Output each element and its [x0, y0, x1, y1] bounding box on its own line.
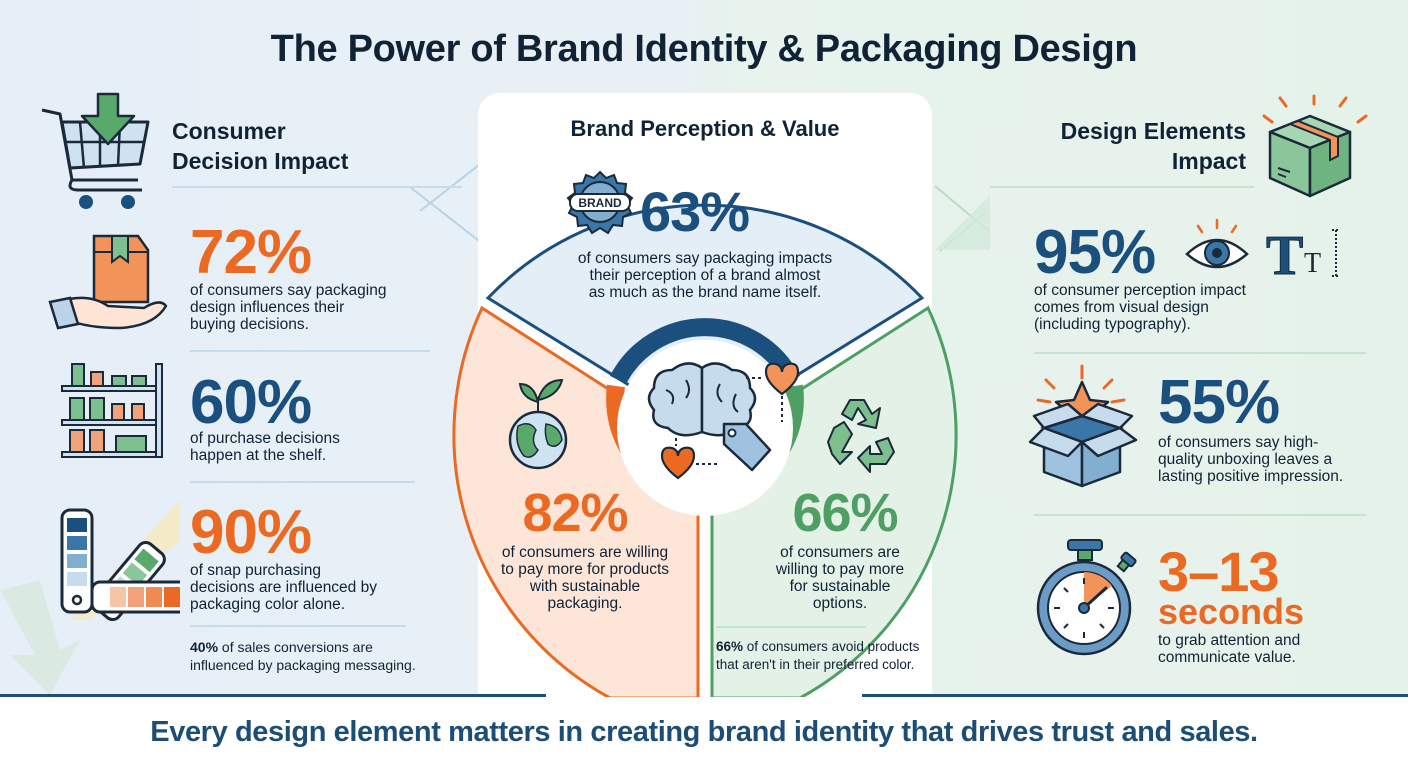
footer-divider-right — [862, 694, 1408, 697]
brand-perception-wheel — [452, 203, 958, 700]
decorative-arrow-icon — [0, 580, 80, 695]
note-preferred-color: 66% of consumers avoid products that are… — [716, 639, 920, 672]
stat-value-90: 90% — [190, 498, 312, 567]
typography-icon: T T — [1266, 225, 1340, 282]
stat-value-seconds: 3–13 — [1158, 540, 1280, 603]
divider — [990, 186, 1254, 188]
stat-description-66: of consumers are willing to pay more for… — [775, 544, 905, 612]
brand-badge-icon: BRAND — [566, 170, 634, 235]
divider — [1034, 352, 1366, 354]
stat-value-60: 60% — [190, 368, 312, 437]
recycle-icon — [827, 399, 895, 473]
divider — [190, 350, 430, 352]
svg-text:T: T — [1266, 225, 1303, 282]
stat-description-90: of snap purchasing decisions are influen… — [190, 562, 377, 613]
decorative-arrow-icon — [935, 195, 990, 250]
footer-background — [0, 697, 1408, 768]
divider — [172, 186, 462, 188]
stat-value-82: 82% — [522, 483, 628, 543]
stat-value-72: 72% — [190, 218, 312, 287]
divider — [190, 481, 415, 483]
stat-unit-seconds: seconds — [1158, 591, 1305, 632]
svg-text:BRAND: BRAND — [578, 196, 622, 210]
stat-value-63: 63% — [640, 180, 750, 243]
divider — [190, 625, 406, 627]
divider — [1034, 514, 1366, 516]
stat-value-95: 95% — [1034, 218, 1156, 287]
earth-sprout-icon — [508, 378, 568, 470]
store-shelf-icon — [61, 363, 163, 458]
stopwatch-icon — [1036, 539, 1137, 656]
unboxing-star-icon — [1028, 364, 1138, 488]
shining-box-icon — [1262, 94, 1368, 198]
page-title: The Power of Brand Identity & Packaging … — [270, 28, 1138, 70]
stat-description-95: of consumer perception impact comes from… — [1034, 282, 1246, 333]
stat-value-55: 55% — [1158, 368, 1280, 437]
stat-description-60: of purchase decisions happen at the shel… — [190, 430, 340, 464]
eye-icon — [1185, 218, 1249, 269]
left-section-title: Consumer Decision Impact — [172, 118, 349, 174]
footer-divider-left — [0, 694, 546, 697]
stat-description-82: of consumers are willing to pay more for… — [501, 544, 669, 612]
footer-tagline: Every design element matters in creating… — [150, 716, 1258, 748]
stat-description-63: of consumers say packaging impacts their… — [577, 250, 833, 301]
stat-description-72: of consumers say packaging design influe… — [190, 282, 387, 333]
stat-description-55: of consumers say high- quality unboxing … — [1158, 434, 1344, 485]
right-section-title: Design Elements Impact — [1060, 118, 1246, 174]
svg-text:T: T — [1304, 248, 1321, 279]
color-swatch-icon — [60, 500, 180, 622]
shopping-cart-download-icon — [41, 92, 150, 209]
brain-heart-tag-icon — [647, 362, 800, 480]
hand-holding-box-icon — [48, 234, 168, 330]
center-section-title: Brand Perception & Value — [570, 116, 840, 141]
divider — [716, 626, 866, 628]
note-sales-conversions: 40% of sales conversions are influenced … — [190, 639, 416, 673]
stat-value-66: 66% — [792, 483, 898, 543]
stat-description-seconds: to grab attention and communicate value. — [1158, 632, 1301, 666]
